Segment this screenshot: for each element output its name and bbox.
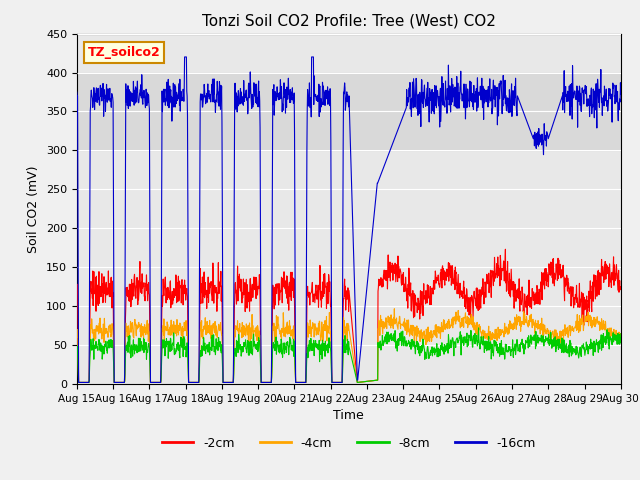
X-axis label: Time: Time [333,409,364,422]
Legend: -2cm, -4cm, -8cm, -16cm: -2cm, -4cm, -8cm, -16cm [157,432,541,455]
Text: TZ_soilco2: TZ_soilco2 [88,46,161,59]
Title: Tonzi Soil CO2 Profile: Tree (West) CO2: Tonzi Soil CO2 Profile: Tree (West) CO2 [202,13,496,28]
Y-axis label: Soil CO2 (mV): Soil CO2 (mV) [28,165,40,252]
Bar [77,72,621,150]
